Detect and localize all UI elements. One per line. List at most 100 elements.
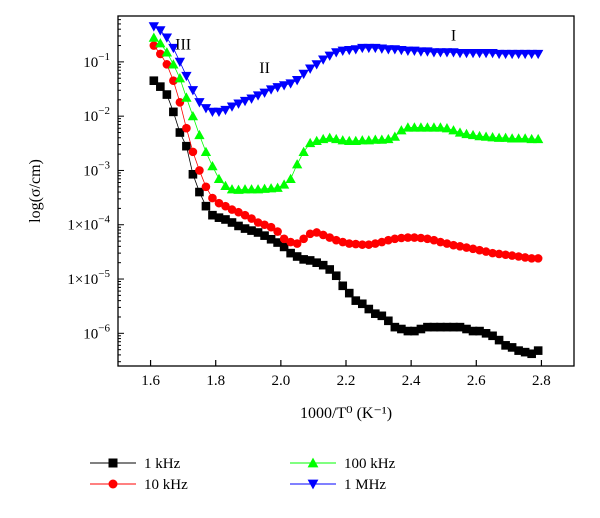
data-point bbox=[252, 91, 264, 101]
data-point bbox=[155, 38, 166, 48]
data-point bbox=[324, 51, 335, 61]
data-point bbox=[410, 233, 419, 242]
data-point bbox=[181, 71, 192, 82]
data-point bbox=[409, 122, 420, 132]
data-point bbox=[526, 133, 537, 144]
data-point bbox=[324, 132, 335, 142]
data-point bbox=[188, 147, 198, 157]
data-point bbox=[325, 265, 335, 274]
data-point bbox=[377, 311, 387, 321]
data-point bbox=[351, 296, 361, 305]
data-point bbox=[305, 64, 316, 74]
y-tick-exponent: −1 bbox=[98, 51, 110, 63]
data-point bbox=[207, 107, 218, 118]
legend-label: 1 kHz bbox=[144, 456, 181, 472]
data-point bbox=[441, 123, 453, 133]
data-point bbox=[428, 122, 440, 132]
data-point bbox=[227, 205, 237, 214]
data-point bbox=[507, 343, 517, 352]
data-point bbox=[493, 49, 505, 60]
data-point bbox=[514, 252, 523, 261]
data-point bbox=[357, 240, 367, 249]
data-point bbox=[234, 207, 243, 217]
data-point bbox=[285, 173, 296, 183]
data-point bbox=[415, 122, 427, 132]
data-point bbox=[410, 326, 419, 336]
x-tick-label: 2.6 bbox=[467, 373, 486, 389]
data-point bbox=[279, 234, 289, 244]
data-point bbox=[246, 184, 257, 194]
data-point bbox=[259, 88, 270, 98]
data-point bbox=[286, 248, 295, 258]
data-point bbox=[442, 239, 452, 248]
data-point bbox=[161, 33, 173, 43]
data-point bbox=[213, 107, 225, 118]
data-point bbox=[429, 235, 439, 245]
data-point bbox=[272, 182, 283, 192]
data-point bbox=[487, 132, 498, 142]
data-point bbox=[493, 132, 505, 142]
data-point bbox=[364, 304, 374, 314]
data-point bbox=[318, 55, 329, 65]
data-point bbox=[174, 57, 186, 68]
data-point bbox=[533, 346, 543, 355]
data-point bbox=[350, 45, 361, 55]
data-point bbox=[461, 48, 472, 59]
data-point bbox=[226, 102, 238, 112]
plot-frame bbox=[117, 15, 575, 367]
data-point bbox=[390, 322, 400, 332]
data-point bbox=[338, 237, 348, 247]
data-point bbox=[240, 210, 250, 220]
data-point bbox=[455, 242, 465, 251]
y-tick-base: 10 bbox=[83, 326, 98, 342]
data-point bbox=[403, 326, 413, 336]
data-point bbox=[468, 326, 478, 336]
data-point bbox=[187, 111, 199, 121]
y-tick-base: 1×10 bbox=[67, 272, 98, 288]
data-point bbox=[292, 239, 302, 248]
data-point bbox=[384, 235, 393, 245]
data-point bbox=[500, 132, 511, 142]
data-point bbox=[435, 48, 446, 58]
data-point bbox=[371, 239, 380, 248]
data-point bbox=[467, 129, 479, 140]
data-point bbox=[234, 221, 243, 231]
legend-item: 1 MHz bbox=[290, 477, 386, 493]
series-line bbox=[153, 26, 539, 113]
data-point bbox=[461, 128, 472, 139]
legend-item: 10 kHz bbox=[90, 477, 188, 493]
data-point bbox=[377, 237, 387, 247]
data-point bbox=[357, 135, 368, 145]
data-point bbox=[298, 69, 309, 80]
data-point bbox=[519, 49, 531, 60]
data-point bbox=[195, 187, 204, 197]
data-point bbox=[266, 234, 276, 244]
data-point bbox=[156, 82, 165, 91]
data-point bbox=[488, 248, 497, 258]
legend-label: 1 MHz bbox=[344, 477, 386, 493]
data-point bbox=[454, 48, 466, 59]
data-point bbox=[221, 201, 230, 211]
legend-label: 100 kHz bbox=[344, 456, 396, 472]
data-point bbox=[397, 233, 406, 243]
data-point bbox=[436, 322, 445, 332]
data-point bbox=[312, 258, 321, 267]
data-point bbox=[162, 90, 172, 99]
data-point bbox=[325, 233, 335, 242]
legend: 1 kHz 10 kHz 100 kHz 1 MHz bbox=[90, 456, 396, 493]
data-point bbox=[214, 198, 224, 208]
data-point bbox=[291, 76, 303, 86]
legend-marker bbox=[108, 458, 118, 468]
data-point bbox=[423, 322, 432, 332]
data-point bbox=[265, 85, 277, 95]
data-point bbox=[286, 237, 295, 247]
data-point bbox=[240, 224, 250, 233]
data-point bbox=[299, 255, 308, 264]
series-2 bbox=[148, 32, 544, 194]
y-tick-base: 10 bbox=[83, 163, 98, 179]
data-point bbox=[500, 49, 511, 60]
x-tick-label: 2.4 bbox=[402, 373, 421, 389]
x-tick-label: 1.6 bbox=[141, 373, 160, 389]
data-point bbox=[519, 133, 531, 143]
